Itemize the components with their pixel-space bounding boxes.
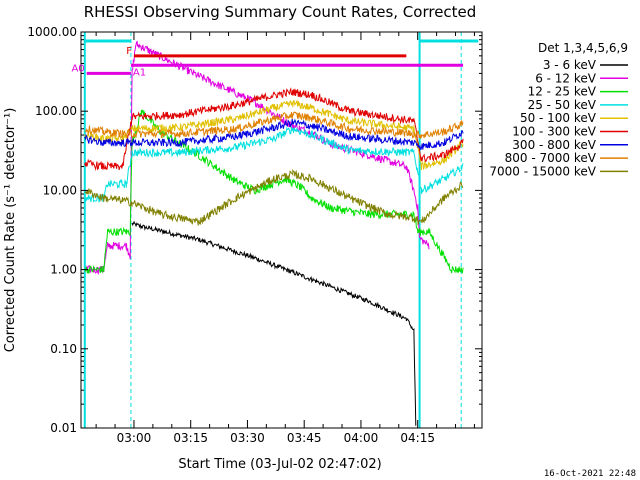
y-tick-label: 0.10 bbox=[50, 342, 77, 356]
x-tick-label: 03:45 bbox=[287, 431, 322, 445]
flag-label-a1: A1 bbox=[133, 67, 146, 78]
series-trace-1 bbox=[131, 220, 417, 426]
legend-label-6: 100 - 300 keV bbox=[512, 125, 596, 139]
series-trace-7 bbox=[84, 118, 464, 150]
series-trace-5 bbox=[84, 99, 464, 170]
legend-label-7: 300 - 800 keV bbox=[512, 138, 596, 152]
legend-label-1: 3 - 6 keV bbox=[543, 58, 597, 72]
y-tick-label: 0.01 bbox=[50, 421, 77, 435]
flag-label-f: F bbox=[126, 46, 132, 57]
series-trace-4 bbox=[84, 126, 464, 204]
x-tick-label: 04:00 bbox=[344, 431, 379, 445]
legend-label-9: 7000 - 15000 keV bbox=[489, 164, 596, 178]
x-tick-label: 03:30 bbox=[230, 431, 265, 445]
legend-title: Det 1,3,4,5,6,9 bbox=[538, 41, 628, 55]
x-tick-label: 03:00 bbox=[117, 431, 152, 445]
y-axis-label: Corrected Count Rate (s⁻¹ detector⁻¹) bbox=[3, 108, 18, 353]
legend-label-4: 25 - 50 keV bbox=[528, 98, 597, 112]
y-tick-label: 1000.00 bbox=[27, 25, 77, 39]
flag-label-a0: A0 bbox=[71, 63, 84, 74]
x-tick-label: 03:15 bbox=[173, 431, 208, 445]
plot-frame bbox=[80, 31, 483, 429]
generated-timestamp: 16-Oct-2021 22:48 bbox=[544, 469, 636, 479]
series-trace-2 bbox=[84, 40, 430, 276]
series-trace-6 bbox=[84, 87, 464, 172]
series-trace-8 bbox=[84, 111, 464, 139]
legend-label-8: 800 - 7000 keV bbox=[505, 151, 597, 165]
legend-label-2: 6 - 12 keV bbox=[535, 71, 597, 85]
legend-label-5: 50 - 100 keV bbox=[520, 111, 597, 125]
chart-title: RHESSI Observing Summary Count Rates, Co… bbox=[84, 3, 477, 21]
legend-label-3: 12 - 25 keV bbox=[528, 85, 597, 99]
x-axis-label: Start Time (03-Jul-02 02:47:02) bbox=[178, 457, 381, 472]
series-trace-9 bbox=[84, 168, 464, 226]
y-tick-label: 100.00 bbox=[35, 104, 77, 118]
y-tick-label: 10.00 bbox=[43, 183, 77, 197]
x-tick-label: 04:15 bbox=[400, 431, 435, 445]
y-tick-label: 1.00 bbox=[50, 263, 77, 277]
